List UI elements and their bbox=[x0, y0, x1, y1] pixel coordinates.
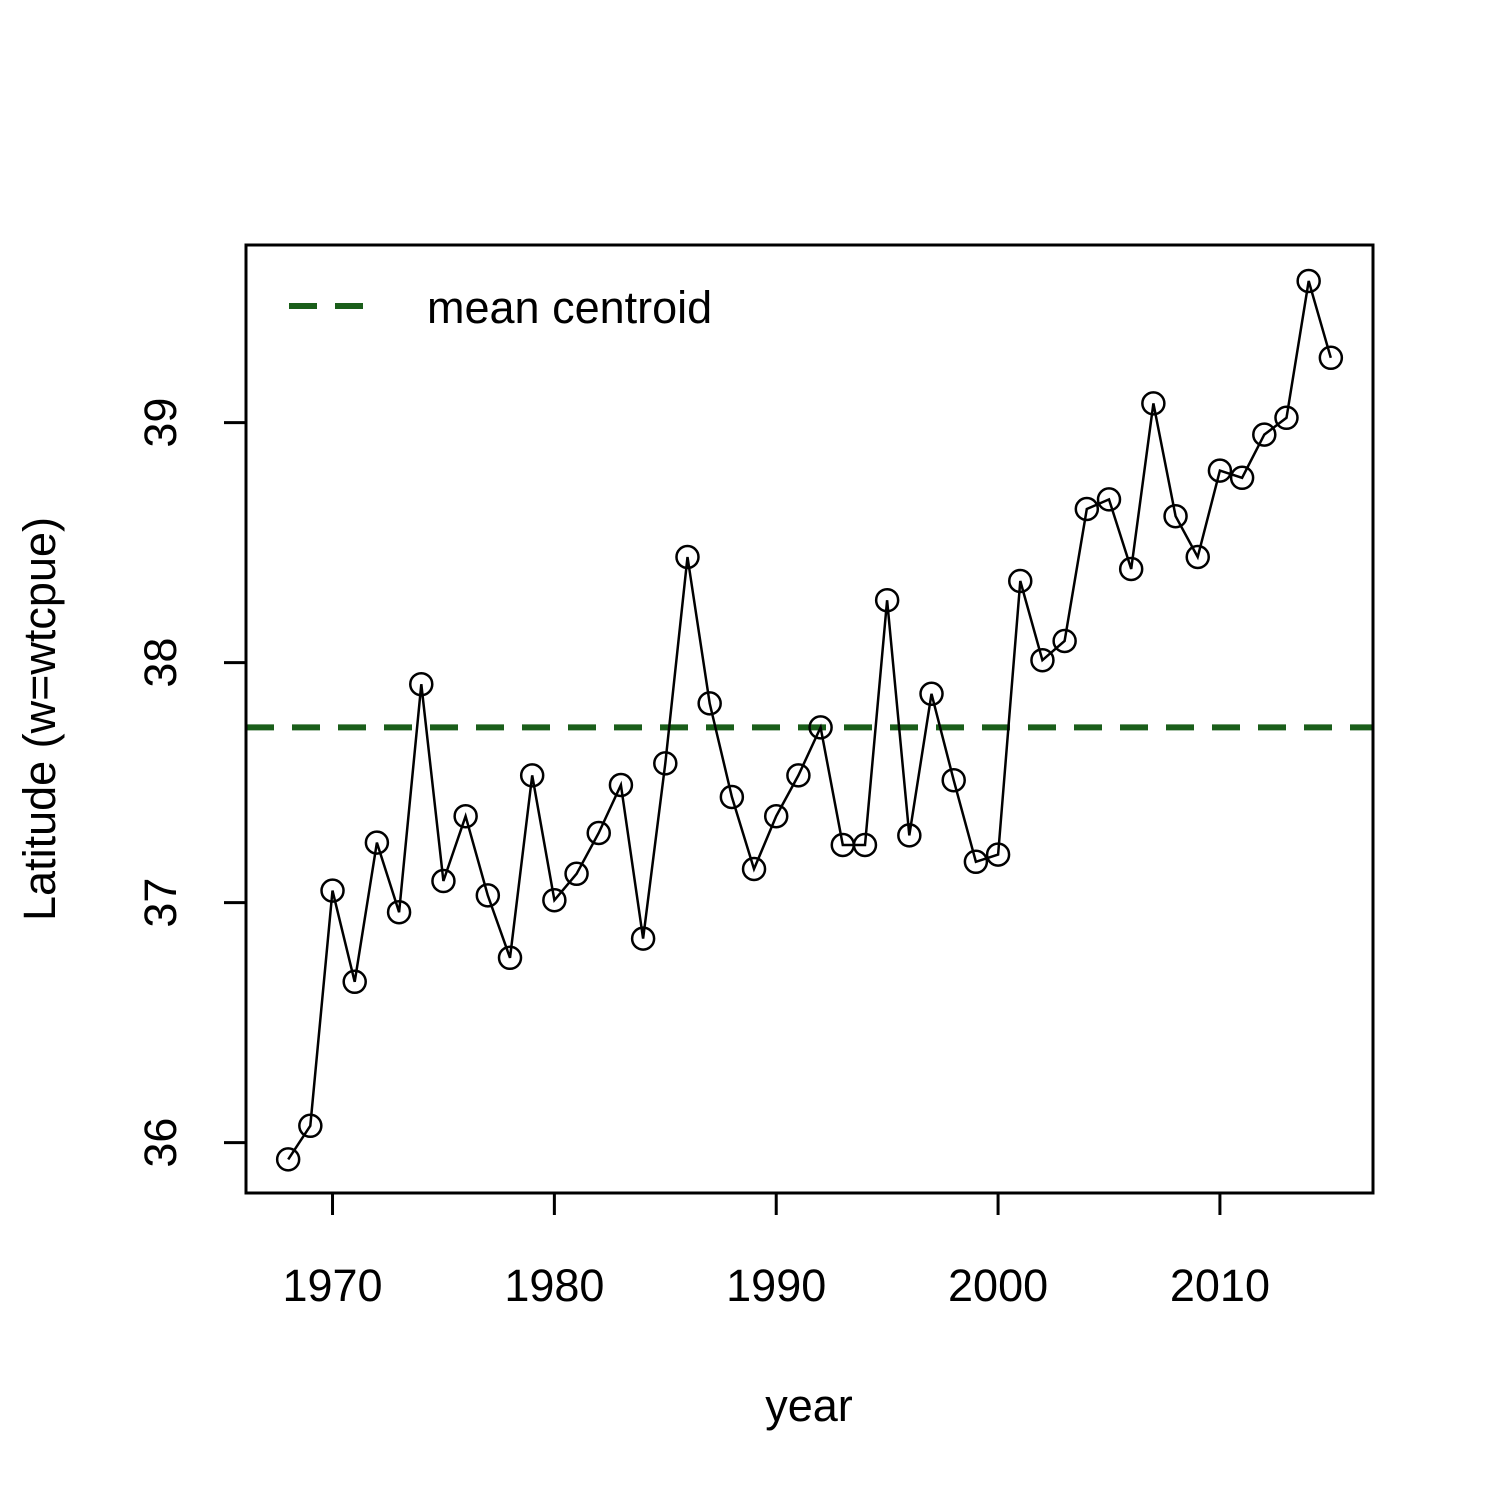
data-point bbox=[1274, 405, 1299, 431]
data-point bbox=[1252, 422, 1277, 447]
data-point bbox=[453, 803, 478, 829]
data-point bbox=[1096, 487, 1122, 512]
data-point bbox=[1229, 465, 1255, 491]
data-point bbox=[1141, 391, 1166, 416]
data-point bbox=[386, 899, 412, 925]
series-layer bbox=[275, 268, 1344, 1172]
x-axis-label: year bbox=[765, 1380, 853, 1431]
data-point bbox=[364, 830, 390, 855]
data-point bbox=[409, 671, 434, 697]
data-point bbox=[1296, 268, 1321, 294]
plot-frame bbox=[244, 243, 1375, 1195]
data-point bbox=[941, 767, 966, 793]
y-tick-label: 37 bbox=[135, 878, 186, 928]
x-axis: 1970 1980 1990 2000 2010 bbox=[282, 1191, 1270, 1311]
data-point bbox=[1074, 496, 1100, 522]
data-point bbox=[808, 715, 833, 740]
data-point bbox=[985, 842, 1011, 867]
data-point bbox=[741, 856, 767, 882]
y-tick-label: 36 bbox=[135, 1118, 186, 1168]
data-point bbox=[564, 861, 589, 887]
y-axis-label: Latitude (w=wtcpue) bbox=[14, 517, 65, 921]
data-point bbox=[519, 763, 545, 788]
data-point bbox=[1052, 628, 1077, 654]
data-point bbox=[608, 772, 634, 798]
legend: mean centroid bbox=[289, 282, 712, 333]
data-point bbox=[719, 784, 745, 810]
y-tick-label: 39 bbox=[135, 398, 186, 448]
data-point bbox=[1118, 556, 1144, 582]
data-point bbox=[786, 763, 811, 788]
y-tick-label: 38 bbox=[135, 638, 186, 688]
data-point bbox=[586, 820, 611, 846]
data-point bbox=[919, 681, 944, 707]
data-point bbox=[763, 803, 789, 829]
x-tick-label: 1990 bbox=[726, 1260, 826, 1311]
data-point bbox=[675, 544, 700, 570]
data-point bbox=[431, 868, 456, 894]
x-tick-label: 1980 bbox=[504, 1260, 604, 1311]
data-point bbox=[298, 1113, 323, 1139]
data-point bbox=[320, 878, 345, 903]
data-point bbox=[342, 969, 367, 995]
x-tick-label: 1970 bbox=[282, 1260, 382, 1311]
data-point bbox=[897, 823, 922, 848]
data-point bbox=[852, 832, 878, 858]
data-point bbox=[874, 587, 900, 613]
data-point bbox=[630, 926, 656, 951]
x-tick-label: 2010 bbox=[1170, 1260, 1270, 1311]
data-point bbox=[1318, 345, 1344, 371]
data-point bbox=[1008, 568, 1033, 594]
data-point bbox=[542, 887, 567, 913]
y-axis: 36 37 38 39 bbox=[135, 398, 248, 1168]
data-point bbox=[963, 849, 989, 875]
series-line bbox=[287, 280, 1333, 1161]
data-point bbox=[275, 1147, 301, 1172]
data-point bbox=[1030, 647, 1055, 673]
data-point bbox=[697, 691, 722, 716]
legend-mean-centroid-label: mean centroid bbox=[427, 282, 712, 333]
data-point bbox=[1207, 458, 1233, 483]
data-point bbox=[1163, 503, 1188, 529]
data-point bbox=[475, 883, 501, 908]
data-point bbox=[653, 751, 678, 776]
x-tick-label: 2000 bbox=[948, 1260, 1048, 1311]
data-point bbox=[1185, 544, 1210, 570]
data-point bbox=[497, 945, 523, 971]
